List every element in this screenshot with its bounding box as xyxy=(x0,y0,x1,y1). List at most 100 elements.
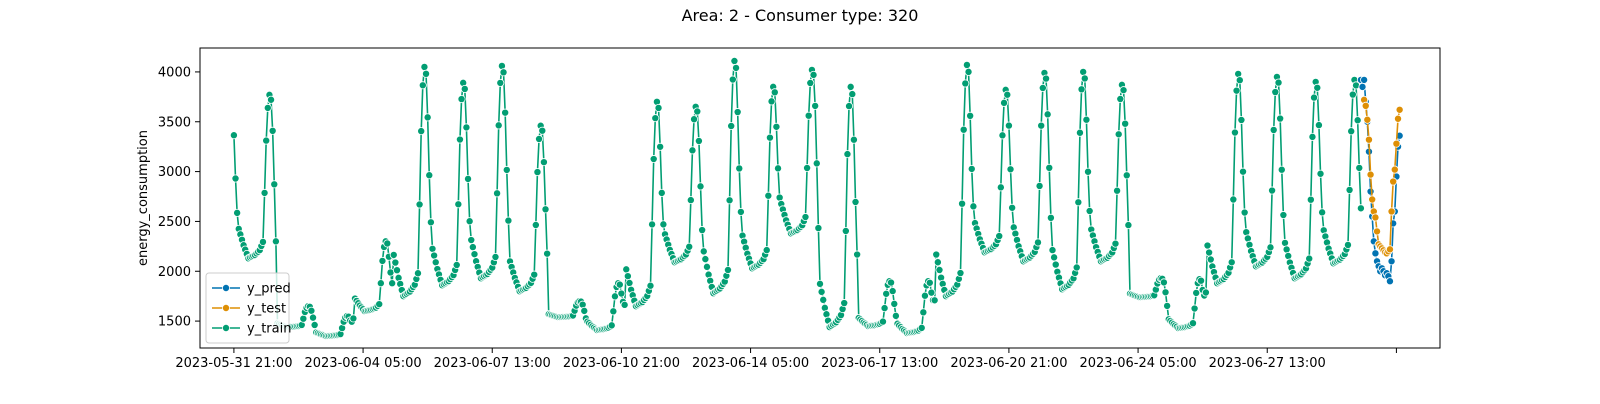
point-y_train-648 xyxy=(1276,114,1285,123)
point-y_train-507 xyxy=(1048,246,1057,255)
point-y_train-26 xyxy=(271,237,280,246)
point-y_train-578 xyxy=(1163,301,1172,310)
point-y_train-359 xyxy=(809,70,818,79)
point-y_train-90 xyxy=(375,300,384,309)
point-y_train-475 xyxy=(996,183,1005,192)
point-y_train-509 xyxy=(1051,260,1060,269)
point-y_pred-2 xyxy=(1360,75,1369,84)
point-y_train-522 xyxy=(1072,263,1081,272)
point-y_train-402 xyxy=(878,317,887,326)
point-y_train-306 xyxy=(723,265,732,274)
point-y_test-18 xyxy=(1389,177,1398,186)
x-tick-label-2: 2023-06-07 13:00 xyxy=(434,356,551,371)
point-y_train-504 xyxy=(1043,110,1052,119)
y-tick-label-3000: 3000 xyxy=(158,165,191,180)
point-y_train-313 xyxy=(735,164,744,173)
point-y_train-365 xyxy=(819,295,828,304)
point-y_train-451 xyxy=(958,199,967,208)
point-y_train-381 xyxy=(845,102,854,111)
point-y_train-454 xyxy=(962,60,971,69)
point-y_train-379 xyxy=(841,226,850,235)
point-y_train-437 xyxy=(935,265,944,274)
point-y_train-594 xyxy=(1188,319,1197,328)
point-y_train-234 xyxy=(607,321,616,330)
point-y_train-605 xyxy=(1206,255,1215,264)
point-y_train-546 xyxy=(1111,239,1120,248)
point-y_test-7 xyxy=(1371,213,1380,222)
point-y_train-120 xyxy=(423,113,432,122)
series-layer xyxy=(229,56,1404,341)
point-y_train-527 xyxy=(1080,74,1089,83)
point-y_train-261 xyxy=(651,114,660,123)
point-y_train-163 xyxy=(493,189,502,198)
point-y_train-192 xyxy=(539,158,548,167)
chart-title: Area: 2 - Consumer type: 320 xyxy=(682,6,919,25)
point-y_train-482 xyxy=(1008,203,1017,212)
x-tick-label-0: 2023-05-31 21:00 xyxy=(175,356,292,371)
point-y_train-356 xyxy=(804,111,813,120)
point-y_train-124 xyxy=(430,251,439,260)
point-y_train-170 xyxy=(504,216,513,225)
point-y_train-526 xyxy=(1079,67,1088,76)
point-y_train-357 xyxy=(806,79,815,88)
point-y_train-101 xyxy=(392,266,401,275)
legend-label-y_pred: y_pred xyxy=(247,282,291,297)
point-y_train-498 xyxy=(1033,238,1042,247)
point-y_train-217 xyxy=(580,306,589,315)
point-y_train-245 xyxy=(625,278,634,287)
point-y_train-360 xyxy=(811,101,820,110)
point-y_train-426 xyxy=(917,323,926,332)
point-y_train-619 xyxy=(1229,195,1238,204)
point-y_train-336 xyxy=(772,122,781,131)
point-y_train-92 xyxy=(378,256,387,265)
point-y_pred-19 xyxy=(1387,257,1396,266)
point-y_train-285 xyxy=(690,115,699,124)
point-y_train-428 xyxy=(920,291,929,300)
y-tick-label-4000: 4000 xyxy=(158,65,191,80)
y-tick-label-2500: 2500 xyxy=(158,215,191,230)
point-y_train-99 xyxy=(389,250,398,259)
point-y_train-139 xyxy=(454,200,463,209)
point-y_test-17 xyxy=(1387,207,1396,216)
point-y_train-452 xyxy=(959,125,968,134)
point-y_train-364 xyxy=(817,287,826,296)
x-tick-label-1: 2023-06-04 05:00 xyxy=(304,356,421,371)
point-y_train-595 xyxy=(1190,304,1199,313)
point-y_train-501 xyxy=(1038,83,1047,92)
point-y_train-354 xyxy=(801,213,810,222)
point-y_train-244 xyxy=(623,272,632,281)
point-y_train-378 xyxy=(840,299,849,308)
point-y_train-383 xyxy=(848,90,857,99)
x-tick-label-7: 2023-06-24 05:00 xyxy=(1079,356,1196,371)
point-y_train-618 xyxy=(1227,258,1236,267)
point-y_train-91 xyxy=(376,279,385,288)
point-y_train-186 xyxy=(530,270,539,279)
point-y_train-25 xyxy=(270,180,279,189)
plot-frame xyxy=(199,47,1441,349)
point-y_train-697 xyxy=(1355,163,1364,172)
point-y_train-168 xyxy=(501,108,510,117)
point-y_train-410 xyxy=(891,311,900,320)
point-y_train-24 xyxy=(268,126,277,135)
point-y_train-147 xyxy=(467,236,476,245)
point-y_train-288 xyxy=(694,137,703,146)
point-y_train-621 xyxy=(1232,86,1241,95)
point-y_train-696 xyxy=(1353,116,1362,125)
point-y_train-690 xyxy=(1343,240,1352,249)
point-y_train-118 xyxy=(420,62,429,71)
point-y_train-450 xyxy=(956,269,965,278)
point-y_train-408 xyxy=(888,287,897,296)
point-y_train-144 xyxy=(462,123,471,132)
point-y_train-626 xyxy=(1240,208,1249,217)
point-y_pred-9 xyxy=(1371,249,1380,258)
point-y_train-48 xyxy=(307,306,316,315)
point-y_train-290 xyxy=(698,226,707,235)
point-y_train-20 xyxy=(262,136,271,145)
point-y_train-123 xyxy=(428,244,437,253)
point-y_test-19 xyxy=(1390,165,1399,174)
point-y_train-624 xyxy=(1237,115,1246,124)
point-y_train-362 xyxy=(814,224,823,233)
point-y_train-74 xyxy=(349,314,358,323)
